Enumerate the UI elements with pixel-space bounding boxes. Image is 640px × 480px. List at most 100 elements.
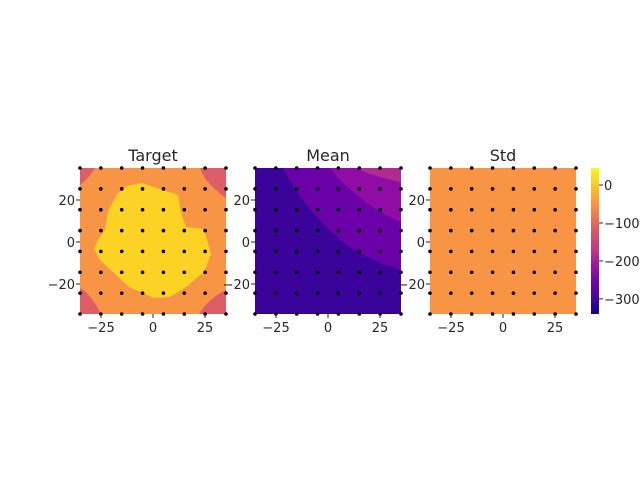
observation-point	[274, 166, 278, 170]
observation-point	[336, 166, 341, 170]
y-tick-label: 0	[67, 236, 75, 251]
observation-point	[449, 187, 453, 191]
observation-point	[336, 207, 341, 212]
colorbar-ticks: 0 −100 −200 −300	[599, 179, 640, 308]
observation-point	[182, 228, 187, 233]
panel-title: Target	[127, 146, 178, 165]
observation-point	[274, 187, 278, 191]
x-tick-label: −25	[437, 321, 464, 336]
observation-point	[161, 187, 166, 191]
observation-point	[253, 312, 257, 316]
observation-point	[490, 249, 495, 254]
observation-point	[428, 166, 432, 170]
observation-point	[78, 291, 82, 295]
observation-point	[253, 270, 257, 275]
panel-title: Mean	[306, 146, 350, 165]
observation-point	[336, 228, 341, 233]
observation-point	[469, 270, 474, 275]
y-tick-label: −20	[398, 278, 425, 293]
panel-target: Target −25 0 25 20 0 −20	[48, 146, 228, 336]
contour-level-mid	[330, 168, 401, 222]
observation-point	[294, 187, 299, 191]
observation-point	[490, 312, 495, 316]
panel-mean: Mean −25 0 25 20 0 −20	[223, 146, 403, 336]
observation-point	[119, 291, 124, 295]
observation-point	[574, 291, 578, 295]
observation-point	[119, 228, 124, 233]
observation-point	[511, 187, 516, 191]
observation-point	[511, 228, 516, 233]
observation-point	[203, 207, 207, 212]
observation-point	[182, 207, 187, 212]
observation-point	[399, 312, 403, 316]
observation-point	[161, 166, 166, 170]
observation-point	[161, 207, 166, 212]
observation-point	[511, 166, 516, 170]
contour-fill	[80, 168, 226, 314]
observation-point	[253, 291, 257, 295]
observation-point	[399, 228, 403, 233]
observation-point	[161, 228, 166, 233]
observation-point	[140, 228, 145, 233]
observation-point	[182, 187, 187, 191]
observation-point	[294, 312, 299, 316]
observation-point	[469, 312, 474, 316]
observation-point	[532, 187, 537, 191]
observation-point	[182, 270, 187, 275]
colorbar: 0 −100 −200 −300	[591, 168, 640, 314]
y-tick-label: −20	[223, 278, 250, 293]
colorbar-tick-label: −200	[604, 255, 640, 270]
observation-point	[203, 228, 207, 233]
colorbar-gradient	[591, 168, 599, 314]
observation-point	[399, 249, 403, 254]
observation-point	[469, 291, 474, 295]
observation-point	[574, 166, 578, 170]
observation-point	[336, 270, 341, 275]
observation-point	[161, 270, 166, 275]
observation-point	[357, 270, 362, 275]
observation-points	[253, 166, 403, 316]
y-tick-label: −20	[48, 278, 75, 293]
observation-point	[119, 249, 124, 254]
observation-point	[78, 270, 82, 275]
observation-point	[140, 207, 145, 212]
observation-point	[99, 249, 103, 254]
observation-point	[532, 291, 537, 295]
y-tick-label: 0	[242, 236, 250, 251]
observation-point	[574, 207, 578, 212]
observation-point	[274, 207, 278, 212]
observation-point	[140, 187, 145, 191]
observation-point	[140, 312, 145, 316]
contour-level-high	[357, 168, 401, 182]
observation-point	[574, 187, 578, 191]
observation-point	[553, 291, 557, 295]
observation-points	[78, 166, 228, 316]
x-tick-label: 0	[499, 321, 507, 336]
observation-point	[357, 312, 362, 316]
observation-point	[315, 207, 320, 212]
observation-point	[511, 270, 516, 275]
observation-point	[315, 312, 320, 316]
observation-point	[378, 270, 382, 275]
observation-point	[294, 249, 299, 254]
observation-point	[161, 312, 166, 316]
observation-point	[336, 291, 341, 295]
observation-point	[490, 166, 495, 170]
observation-point	[78, 207, 82, 212]
observation-point	[511, 249, 516, 254]
colorbar-tick-label: −300	[604, 293, 640, 308]
observation-point	[428, 291, 432, 295]
observation-point	[99, 207, 103, 212]
y-tick-label: 0	[417, 236, 425, 251]
observation-point	[449, 207, 453, 212]
observation-point	[357, 187, 362, 191]
observation-point	[378, 228, 382, 233]
observation-point	[336, 249, 341, 254]
observation-point	[99, 166, 103, 170]
observation-point	[449, 270, 453, 275]
observation-point	[119, 312, 124, 316]
observation-point	[274, 249, 278, 254]
observation-point	[182, 291, 187, 295]
observation-point	[224, 270, 228, 275]
observation-point	[449, 291, 453, 295]
